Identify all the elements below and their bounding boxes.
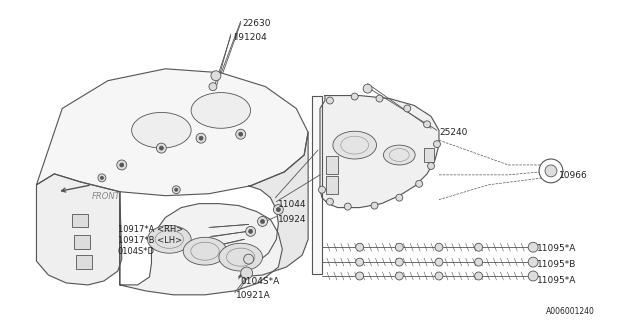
Circle shape [246, 227, 255, 236]
Bar [326, 156, 338, 174]
Text: 0104S*A: 0104S*A [241, 277, 280, 286]
Polygon shape [120, 192, 282, 295]
Polygon shape [36, 69, 308, 196]
Circle shape [528, 257, 538, 267]
Circle shape [236, 129, 246, 139]
Circle shape [100, 176, 104, 180]
Ellipse shape [191, 92, 251, 128]
Ellipse shape [147, 225, 191, 253]
Circle shape [475, 272, 483, 280]
Circle shape [257, 217, 268, 227]
Circle shape [545, 165, 557, 177]
Circle shape [156, 143, 166, 153]
Circle shape [120, 163, 124, 167]
Circle shape [116, 160, 127, 170]
Circle shape [528, 242, 538, 252]
Text: 11095*A: 11095*A [537, 276, 577, 285]
Text: 10921A: 10921A [236, 291, 271, 300]
Circle shape [98, 174, 106, 182]
Bar [72, 213, 88, 228]
Circle shape [248, 229, 253, 233]
Ellipse shape [183, 237, 227, 265]
Circle shape [396, 243, 403, 251]
Circle shape [326, 198, 333, 205]
Text: 10966: 10966 [559, 171, 588, 180]
Ellipse shape [333, 131, 376, 159]
Circle shape [475, 243, 483, 251]
Circle shape [376, 95, 383, 102]
Text: 11044: 11044 [278, 200, 307, 209]
Circle shape [356, 258, 364, 266]
Circle shape [415, 180, 422, 187]
Text: 10924: 10924 [278, 214, 307, 224]
Circle shape [326, 97, 333, 104]
Circle shape [276, 208, 280, 212]
Circle shape [528, 271, 538, 281]
Circle shape [344, 203, 351, 210]
Circle shape [475, 258, 483, 266]
Ellipse shape [383, 145, 415, 165]
Circle shape [404, 105, 411, 112]
Circle shape [424, 121, 431, 128]
Circle shape [356, 243, 364, 251]
Circle shape [209, 83, 217, 91]
Circle shape [433, 141, 440, 148]
Circle shape [159, 146, 163, 150]
Text: 10917*B <LH>: 10917*B <LH> [118, 236, 182, 245]
Text: 22630: 22630 [243, 19, 271, 28]
Text: A006001240: A006001240 [546, 307, 595, 316]
Polygon shape [312, 96, 322, 274]
Circle shape [371, 202, 378, 209]
Bar [74, 235, 90, 249]
Circle shape [396, 194, 403, 201]
Circle shape [435, 272, 443, 280]
Circle shape [435, 258, 443, 266]
Text: 11095*B: 11095*B [537, 260, 577, 269]
Circle shape [356, 272, 364, 280]
Polygon shape [36, 174, 122, 285]
Polygon shape [239, 132, 308, 277]
Text: 10917*A <RH>: 10917*A <RH> [118, 225, 183, 235]
Circle shape [539, 159, 563, 183]
Ellipse shape [219, 243, 262, 271]
Bar [76, 255, 92, 269]
Circle shape [239, 132, 243, 136]
Circle shape [241, 267, 253, 279]
Circle shape [435, 243, 443, 251]
Circle shape [428, 163, 435, 169]
Circle shape [199, 136, 203, 140]
Polygon shape [320, 96, 439, 208]
Text: II91204: II91204 [233, 33, 266, 42]
Circle shape [363, 84, 372, 93]
Circle shape [244, 254, 253, 264]
Circle shape [396, 258, 403, 266]
Circle shape [319, 186, 326, 193]
Bar [326, 176, 338, 194]
Bar [424, 148, 434, 162]
Circle shape [351, 93, 358, 100]
Circle shape [273, 204, 284, 214]
Text: 25240: 25240 [439, 128, 467, 137]
Text: 11095*A: 11095*A [537, 244, 577, 253]
Circle shape [396, 272, 403, 280]
Ellipse shape [132, 112, 191, 148]
Text: 0104S*D: 0104S*D [118, 247, 155, 256]
Text: FRONT: FRONT [92, 192, 121, 201]
Circle shape [260, 220, 264, 223]
Circle shape [175, 188, 178, 191]
Circle shape [196, 133, 206, 143]
Circle shape [211, 71, 221, 81]
Circle shape [172, 186, 180, 194]
